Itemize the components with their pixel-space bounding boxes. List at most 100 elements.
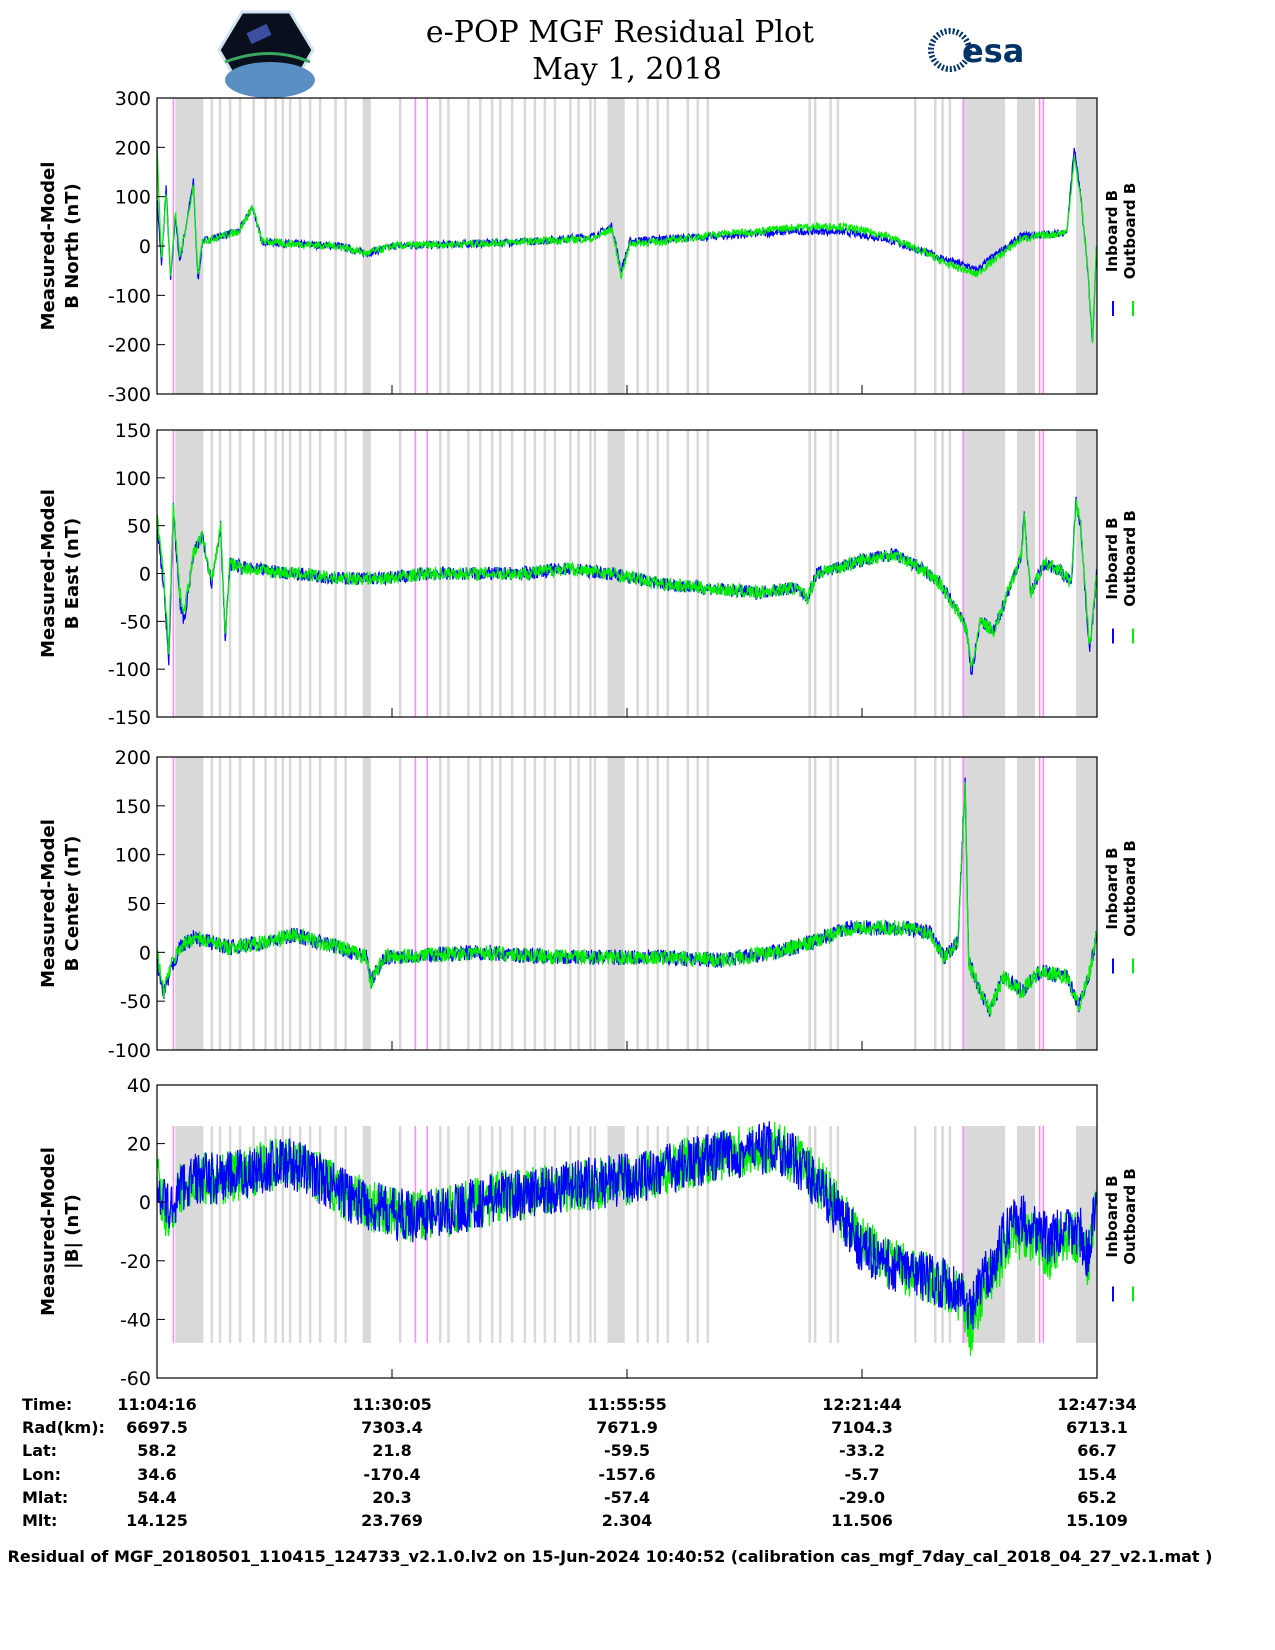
shaded-line <box>553 98 557 394</box>
plot-frame <box>156 1084 1098 1379</box>
ephemeris-cell: 11:55:55 <box>587 1395 667 1414</box>
shaded-line <box>948 98 952 394</box>
shaded-line <box>467 757 470 1050</box>
ephemeris-cell: 6697.5 <box>126 1418 188 1437</box>
y-axis-label-line2: B Center (nT) <box>62 836 83 972</box>
shaded-line <box>288 757 292 1050</box>
shaded-band <box>1076 98 1097 394</box>
shaded-line <box>836 98 840 394</box>
cassiope-logo <box>217 10 315 98</box>
ephemeris-row-label: Rad(km): <box>22 1418 105 1437</box>
shaded-line <box>490 1126 494 1343</box>
shaded-line <box>210 98 214 394</box>
y-axis-label-line2: |B| (nT) <box>62 1194 83 1269</box>
y-tick-label: 200 <box>115 137 151 159</box>
shaded-line <box>210 1126 214 1343</box>
shaded-line <box>308 757 312 1050</box>
shaded-band <box>1076 430 1097 717</box>
shaded-line <box>808 757 811 1050</box>
shaded-line <box>218 430 222 717</box>
shaded-line <box>589 757 592 1050</box>
shaded-line <box>238 1126 242 1343</box>
shaded-line <box>934 98 937 394</box>
legend-outboard-label: Outboard B <box>1121 1168 1139 1265</box>
shaded-line <box>948 1126 952 1343</box>
shaded-line <box>543 98 547 394</box>
shaded-line <box>228 757 232 1050</box>
shaded-line <box>553 1126 557 1343</box>
shaded-line <box>706 757 710 1050</box>
shaded-line <box>274 757 277 1050</box>
shaded-line <box>686 98 690 394</box>
shaded-line <box>298 430 302 717</box>
shaded-line <box>510 757 514 1050</box>
shaded-line <box>218 1126 222 1343</box>
shaded-line <box>914 430 917 717</box>
shaded-line <box>447 757 450 1050</box>
shaded-line <box>288 1126 292 1343</box>
shaded-line <box>298 757 302 1050</box>
legend-outboard-label: Outboard B <box>1121 510 1139 607</box>
shaded-line <box>479 1126 482 1343</box>
shaded-line <box>533 757 537 1050</box>
legend-inboard-label: Inboard B <box>1103 517 1121 599</box>
y-tick-label: 50 <box>127 894 151 916</box>
y-tick-label: 50 <box>127 516 151 538</box>
shaded-band <box>1016 430 1036 717</box>
shaded-line <box>706 1126 710 1343</box>
shaded-line <box>543 1126 547 1343</box>
y-tick-label: -100 <box>108 1040 151 1062</box>
ephemeris-row-label: Mlat: <box>22 1488 68 1507</box>
ephemeris-row-label: Mlt: <box>22 1511 57 1530</box>
shaded-band <box>1076 757 1097 1050</box>
shaded-line <box>308 1126 312 1343</box>
shaded-line <box>523 98 527 394</box>
y-tick-label: -20 <box>120 1251 151 1273</box>
y-tick-label: 150 <box>115 420 151 442</box>
shaded-line <box>228 98 232 394</box>
shaded-line <box>238 757 242 1050</box>
legend-inboard-label: Inboard B <box>1103 190 1121 272</box>
y-axis-label-line2: B East (nT) <box>62 518 83 630</box>
y-axis-label-line2: B North (nT) <box>62 183 83 309</box>
shaded-line <box>569 1126 572 1343</box>
ephemeris-cell: 11:04:16 <box>117 1395 197 1414</box>
shaded-line <box>274 98 277 394</box>
ephemeris-cell: -29.0 <box>839 1488 885 1507</box>
shaded-line <box>686 757 690 1050</box>
series-inboard-b <box>156 147 1098 343</box>
shaded-line <box>636 1126 639 1343</box>
series-inboard-b <box>156 1121 1098 1330</box>
series-inboard-b <box>156 496 1098 676</box>
ephemeris-cell: -5.7 <box>845 1465 880 1484</box>
shaded-line <box>813 757 817 1050</box>
shaded-line <box>934 757 937 1050</box>
shaded-band <box>175 757 204 1050</box>
shaded-line <box>467 1126 470 1343</box>
shaded-line <box>569 757 572 1050</box>
shaded-line <box>577 430 580 717</box>
y-tick-label: 0 <box>139 564 151 586</box>
shaded-line <box>577 98 580 394</box>
shaded-line <box>656 757 659 1050</box>
shaded-line <box>696 98 700 394</box>
y-tick-label: 150 <box>115 796 151 818</box>
y-tick-label: 0 <box>139 236 151 258</box>
shaded-line <box>439 757 442 1050</box>
shaded-line <box>439 1126 442 1343</box>
ephemeris-cell: 65.2 <box>1077 1488 1116 1507</box>
shaded-line <box>499 1126 502 1343</box>
ephemeris-row-label: Time: <box>22 1395 72 1414</box>
y-tick-label: -50 <box>120 611 151 633</box>
shaded-line <box>813 430 817 717</box>
shaded-line <box>577 1126 580 1343</box>
ephemeris-cell: 54.4 <box>137 1488 176 1507</box>
shaded-line <box>523 1126 527 1343</box>
shaded-line <box>646 1126 649 1343</box>
y-tick-label: -50 <box>120 991 151 1013</box>
shaded-line <box>656 430 659 717</box>
shaded-line <box>589 1126 592 1343</box>
esa-logo: esa <box>928 28 1024 72</box>
